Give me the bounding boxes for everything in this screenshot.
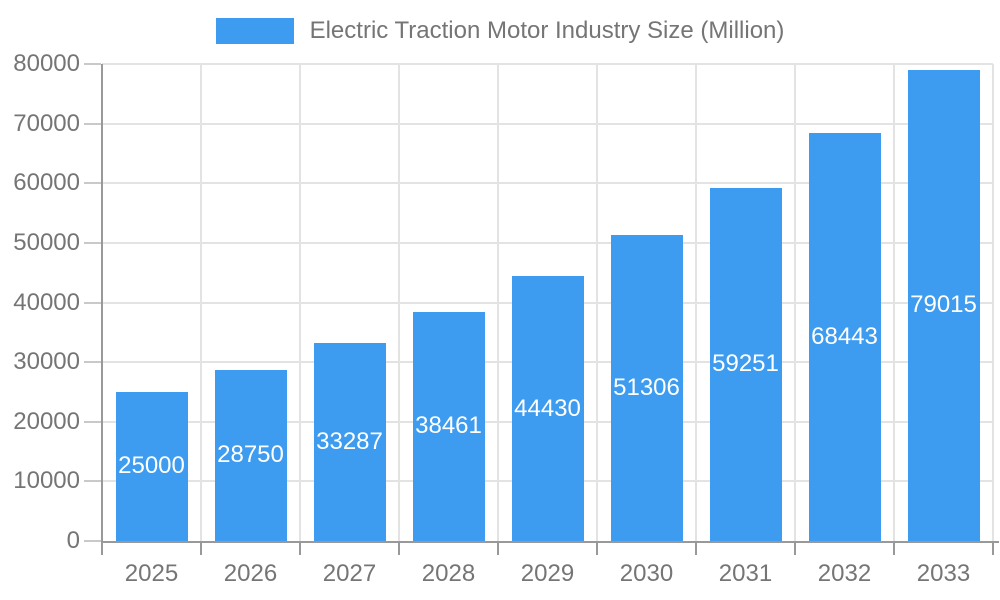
x-tick xyxy=(497,543,499,555)
bar-value-label: 68443 xyxy=(811,322,878,350)
h-gridline xyxy=(102,63,993,65)
x-axis-label: 2033 xyxy=(916,560,971,587)
h-gridline xyxy=(102,182,993,185)
y-tick xyxy=(84,182,101,185)
h-gridline xyxy=(102,241,993,244)
x-axis-label: 2027 xyxy=(322,560,377,587)
legend-swatch-icon xyxy=(215,18,294,44)
y-axis-label: 30000 xyxy=(13,348,80,376)
x-axis-label: 2029 xyxy=(520,560,575,587)
x-tick xyxy=(992,543,994,555)
bar-value-label: 59251 xyxy=(712,350,779,378)
y-axis-label: 0 xyxy=(66,527,80,554)
bar[interactable]: 44430 xyxy=(511,276,584,541)
x-axis-line xyxy=(101,541,999,543)
y-tick xyxy=(84,301,101,304)
v-gridline xyxy=(794,64,796,541)
y-tick xyxy=(84,420,101,423)
y-axis-label: 20000 xyxy=(13,407,80,435)
bar[interactable]: 59251 xyxy=(709,187,782,541)
x-tick xyxy=(299,543,301,555)
x-tick xyxy=(794,543,796,555)
y-tick xyxy=(84,241,101,244)
x-tick xyxy=(893,543,895,555)
bar[interactable]: 38461 xyxy=(412,311,485,541)
x-tick xyxy=(695,543,697,555)
legend: Electric Traction Motor Industry Size (M… xyxy=(0,18,1000,44)
bar[interactable]: 68443 xyxy=(808,132,881,541)
y-tick xyxy=(84,122,101,125)
x-tick xyxy=(101,543,103,555)
bar-value-label: 51306 xyxy=(613,374,680,402)
legend-label: Electric Traction Motor Industry Size (M… xyxy=(309,17,785,44)
v-gridline xyxy=(695,64,697,541)
x-tick xyxy=(200,543,202,555)
v-gridline xyxy=(893,64,895,541)
bar-value-label: 79015 xyxy=(910,291,977,319)
bar[interactable]: 79015 xyxy=(907,69,980,541)
bar-value-label: 38461 xyxy=(415,412,482,440)
bar-value-label: 25000 xyxy=(118,452,185,480)
x-axis-label: 2025 xyxy=(124,560,179,587)
x-axis-label: 2032 xyxy=(817,560,872,587)
x-tick xyxy=(596,543,598,555)
x-axis-label: 2030 xyxy=(619,560,674,587)
x-axis-label: 2028 xyxy=(421,560,476,587)
v-gridline xyxy=(398,64,400,541)
v-gridline xyxy=(200,64,202,541)
y-axis-line xyxy=(101,64,103,543)
bar-value-label: 33287 xyxy=(316,427,383,455)
x-axis-label: 2026 xyxy=(223,560,278,587)
y-axis-label: 50000 xyxy=(13,228,80,256)
y-axis-label: 70000 xyxy=(13,109,80,137)
bar-value-label: 28750 xyxy=(217,441,284,469)
y-axis-label: 10000 xyxy=(13,467,80,495)
bar[interactable]: 28750 xyxy=(214,369,287,541)
v-gridline xyxy=(299,64,301,541)
y-tick xyxy=(84,540,101,542)
y-tick xyxy=(84,480,101,483)
y-axis-label: 40000 xyxy=(13,288,80,316)
v-gridline xyxy=(497,64,499,541)
legend-item[interactable]: Electric Traction Motor Industry Size (M… xyxy=(215,17,785,44)
bar[interactable]: 25000 xyxy=(115,391,188,541)
h-gridline xyxy=(102,122,993,125)
x-axis-label: 2031 xyxy=(718,560,773,587)
v-gridline xyxy=(992,64,994,541)
x-tick xyxy=(398,543,400,555)
y-axis-label: 80000 xyxy=(13,50,80,77)
bar-value-label: 44430 xyxy=(514,394,581,422)
y-tick xyxy=(84,63,101,65)
bar[interactable]: 33287 xyxy=(313,342,386,541)
y-axis-label: 60000 xyxy=(13,169,80,197)
v-gridline xyxy=(596,64,598,541)
y-tick xyxy=(84,361,101,364)
bar[interactable]: 51306 xyxy=(610,235,683,541)
